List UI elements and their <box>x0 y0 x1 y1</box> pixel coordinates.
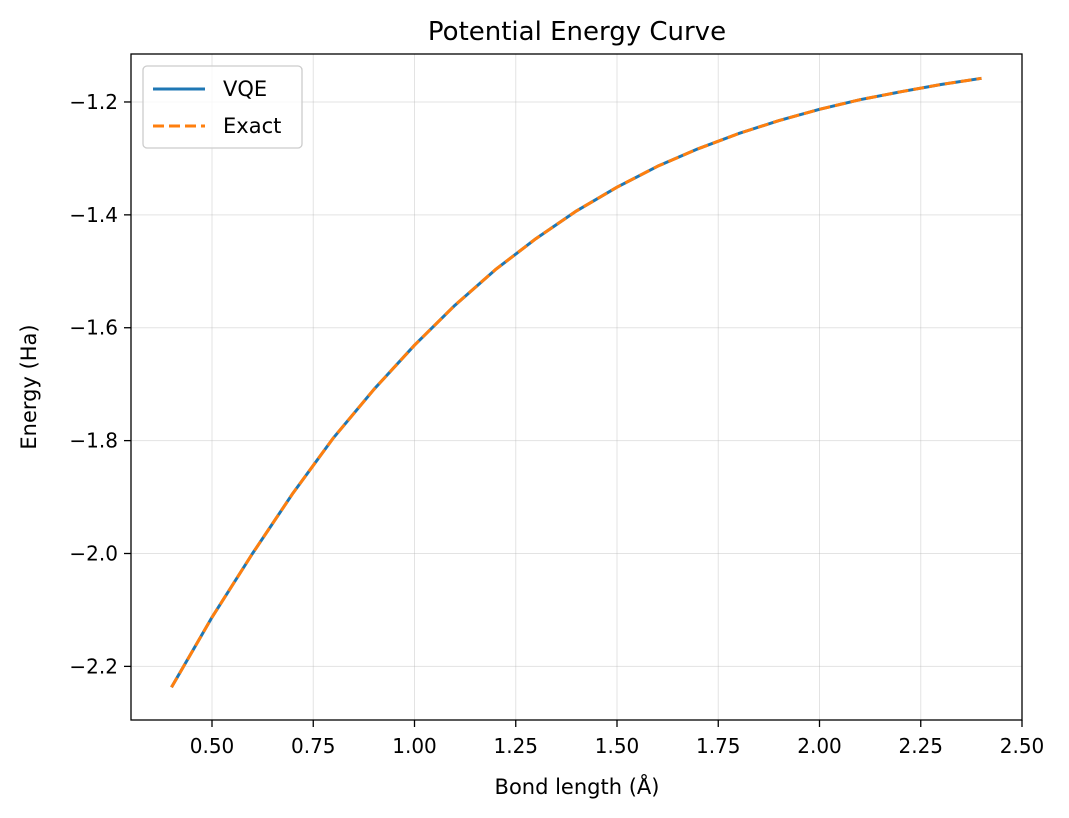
y-axis-label: Energy (Ha) <box>17 324 41 449</box>
x-axis-label: Bond length (Å) <box>495 773 660 799</box>
x-tick-label: 1.00 <box>392 734 437 758</box>
y-tick-label: −1.2 <box>69 90 118 114</box>
x-tick-label: 1.75 <box>696 734 741 758</box>
chart-title: Potential Energy Curve <box>428 17 726 47</box>
x-tick-label: 0.50 <box>190 734 235 758</box>
y-tick-label: −1.6 <box>69 316 118 340</box>
x-tick-label: 0.75 <box>291 734 336 758</box>
x-tick-label: 1.50 <box>595 734 640 758</box>
series-layer <box>170 76 982 689</box>
plot-frame <box>130 53 1023 721</box>
x-tick-label: 2.50 <box>1000 734 1045 758</box>
y-tick-label: −2.2 <box>69 654 118 678</box>
legend: VQE Exact <box>142 65 303 149</box>
y-tick-label: −2.0 <box>69 542 118 566</box>
y-tick-label: −1.8 <box>69 429 118 453</box>
x-tick-label: 2.00 <box>797 734 842 758</box>
series-line-exact <box>170 76 982 689</box>
y-axis-ticks: −2.2 −2.0 −1.8 −1.6 −1.4 −1.2 <box>69 90 131 678</box>
legend-label-vqe: VQE <box>223 77 267 101</box>
x-tick-label: 2.25 <box>898 734 943 758</box>
x-tick-label: 1.25 <box>493 734 538 758</box>
legend-label-exact: Exact <box>223 114 281 138</box>
x-axis-ticks: 0.50 0.75 1.00 1.25 1.50 1.75 2.00 2.25 2.50 <box>190 720 1045 758</box>
y-tick-label: −1.4 <box>69 203 118 227</box>
legend-box <box>142 65 303 149</box>
